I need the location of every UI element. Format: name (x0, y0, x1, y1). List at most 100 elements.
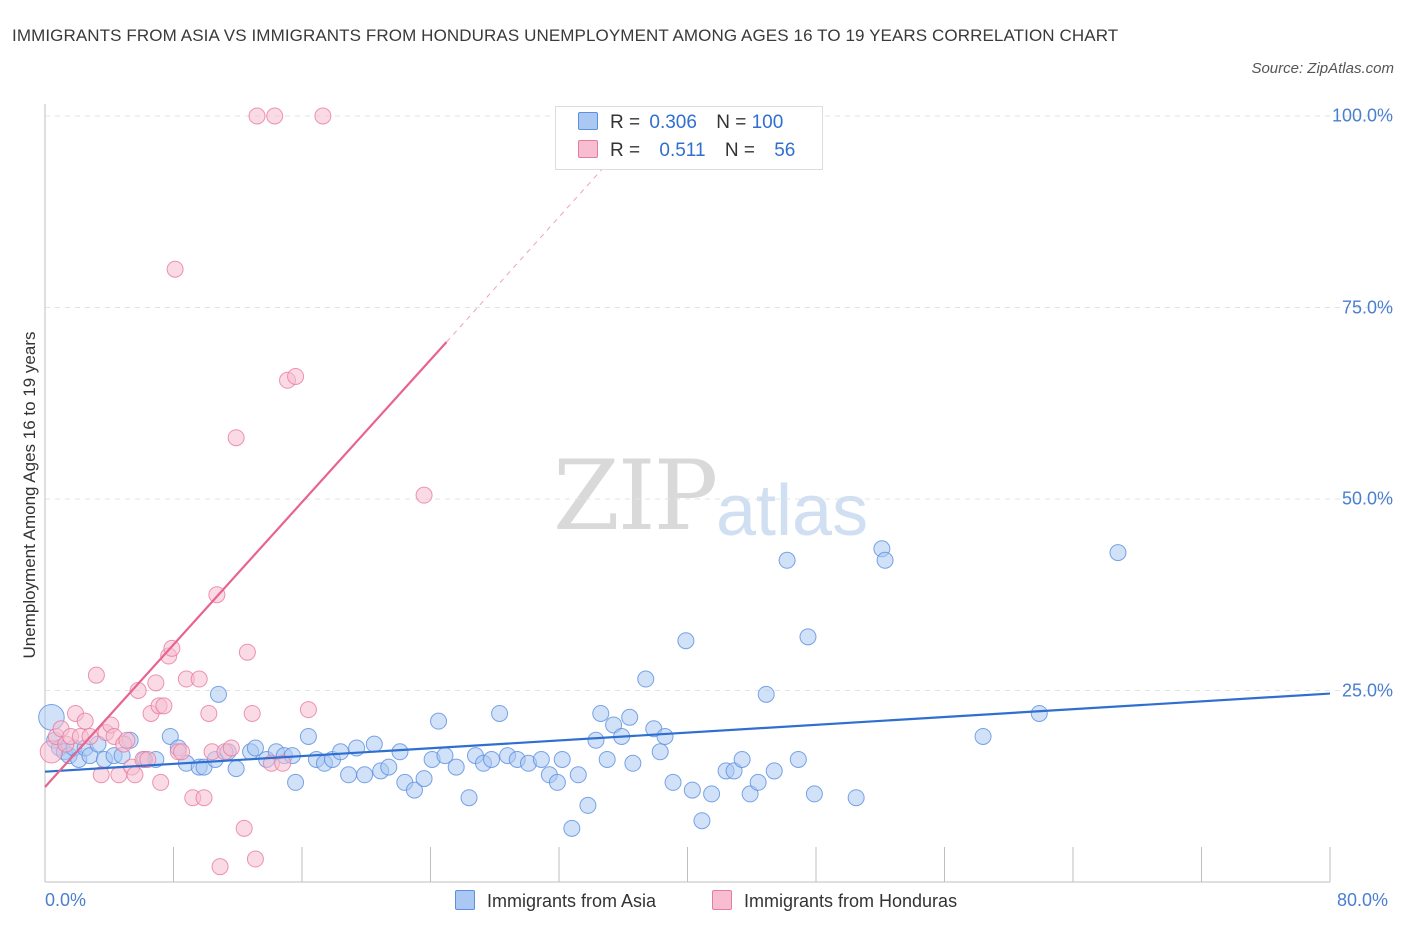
honduras-point (76, 712, 94, 730)
asia-point (209, 685, 227, 703)
asia-point (340, 766, 358, 784)
honduras-point (87, 666, 105, 684)
asia-point (287, 773, 305, 791)
data-points (38, 107, 1127, 876)
asia-point (693, 812, 711, 830)
asia-point (703, 785, 721, 803)
asia-point (365, 735, 383, 753)
asia-point (532, 750, 550, 768)
honduras-point (266, 107, 284, 125)
honduras-point (415, 486, 433, 504)
honduras-trend-extension (446, 157, 613, 343)
asia-point (548, 773, 566, 791)
asia-point (563, 819, 581, 837)
y-tick-label: 75.0% (1341, 297, 1393, 317)
asia-point (605, 716, 623, 734)
asia-point (227, 760, 245, 778)
asia-point (1030, 704, 1048, 722)
asia-point (637, 670, 655, 688)
honduras-point (190, 670, 208, 688)
watermark-atlas: atlas (716, 471, 869, 551)
asia-point (332, 743, 350, 761)
asia-point (1109, 544, 1127, 562)
stats-row-honduras: R = 0.511 N = 56 (578, 140, 795, 166)
axes (44, 104, 1331, 883)
honduras-point (314, 107, 332, 125)
asia-point (741, 785, 759, 803)
honduras-point (195, 789, 213, 807)
asia-point (592, 704, 610, 722)
trend-lines (44, 157, 1331, 788)
asia-point (415, 770, 433, 788)
legend-item-asia[interactable]: Immigrants from Asia (455, 890, 656, 912)
asia-point (683, 781, 701, 799)
asia-point (246, 739, 264, 757)
asia-point (677, 632, 695, 650)
asia-point (749, 773, 767, 791)
honduras-point (248, 107, 266, 125)
asia-point (460, 789, 478, 807)
asia-point (624, 754, 642, 772)
asia-point (621, 708, 639, 726)
honduras-point (274, 754, 292, 772)
honduras-point (152, 773, 170, 791)
honduras-point (246, 850, 264, 868)
asia-point (664, 773, 682, 791)
chart-title: IMMIGRANTS FROM ASIA VS IMMIGRANTS FROM … (12, 26, 1119, 45)
asia-point (725, 762, 743, 780)
watermark-zip: ZIP (553, 440, 718, 552)
asia-point (651, 743, 669, 761)
asia-point (799, 628, 817, 646)
asia-point (598, 750, 616, 768)
y-tick-label: 100.0% (1331, 105, 1393, 126)
x-tick-label-min: 0.0% (45, 890, 87, 910)
legend-label-asia: Immigrants from Asia (487, 891, 657, 911)
asia-point (876, 551, 894, 569)
honduras-trend-line (44, 341, 448, 788)
asia-point (805, 785, 823, 803)
asia-point (553, 750, 571, 768)
asia-point (789, 750, 807, 768)
asia-point (299, 727, 317, 745)
honduras-point (166, 260, 184, 278)
asia-point (569, 766, 587, 784)
asia-point (161, 727, 179, 745)
asia-point (579, 796, 597, 814)
honduras-swatch-icon (578, 140, 598, 158)
stats-legend-box: R = 0.306 N = 100 R = 0.511 N = 56 (555, 106, 823, 170)
honduras-point (155, 697, 173, 715)
asia-point (974, 727, 992, 745)
asia-point (430, 712, 448, 730)
asia-point (356, 766, 374, 784)
r-label: R = (610, 112, 641, 133)
asia-point (765, 762, 783, 780)
grid (45, 115, 1395, 691)
asia-point (847, 789, 865, 807)
y-tick-label: 25.0% (1341, 680, 1393, 700)
honduras-point (200, 704, 218, 722)
source-label: Source: ZipAtlas.com (1251, 60, 1394, 77)
n-label: N = (716, 112, 747, 133)
asia-point (587, 731, 605, 749)
asia-swatch-icon (578, 112, 598, 130)
asia-point (491, 704, 509, 722)
honduras-point (243, 704, 261, 722)
r-value-honduras: 0.511 (659, 140, 706, 161)
honduras-point (299, 701, 317, 719)
legend-item-honduras[interactable]: Immigrants from Honduras (712, 890, 957, 912)
r-value-asia: 0.306 (649, 112, 697, 133)
asia-point (405, 781, 423, 799)
stats-row-asia: R = 0.306 N = 100 (578, 112, 783, 138)
asia-point (447, 758, 465, 776)
asia-point (778, 551, 796, 569)
honduras-point (238, 643, 256, 661)
honduras-point (287, 367, 305, 385)
n-label: N = (724, 140, 755, 161)
asia-legend-icon (455, 890, 475, 910)
asia-point (656, 727, 674, 745)
honduras-point (235, 819, 253, 837)
legend-label-honduras: Immigrants from Honduras (744, 891, 958, 911)
honduras-point (147, 674, 165, 692)
honduras-point (118, 731, 136, 749)
y-tick-label: 50.0% (1341, 488, 1393, 509)
